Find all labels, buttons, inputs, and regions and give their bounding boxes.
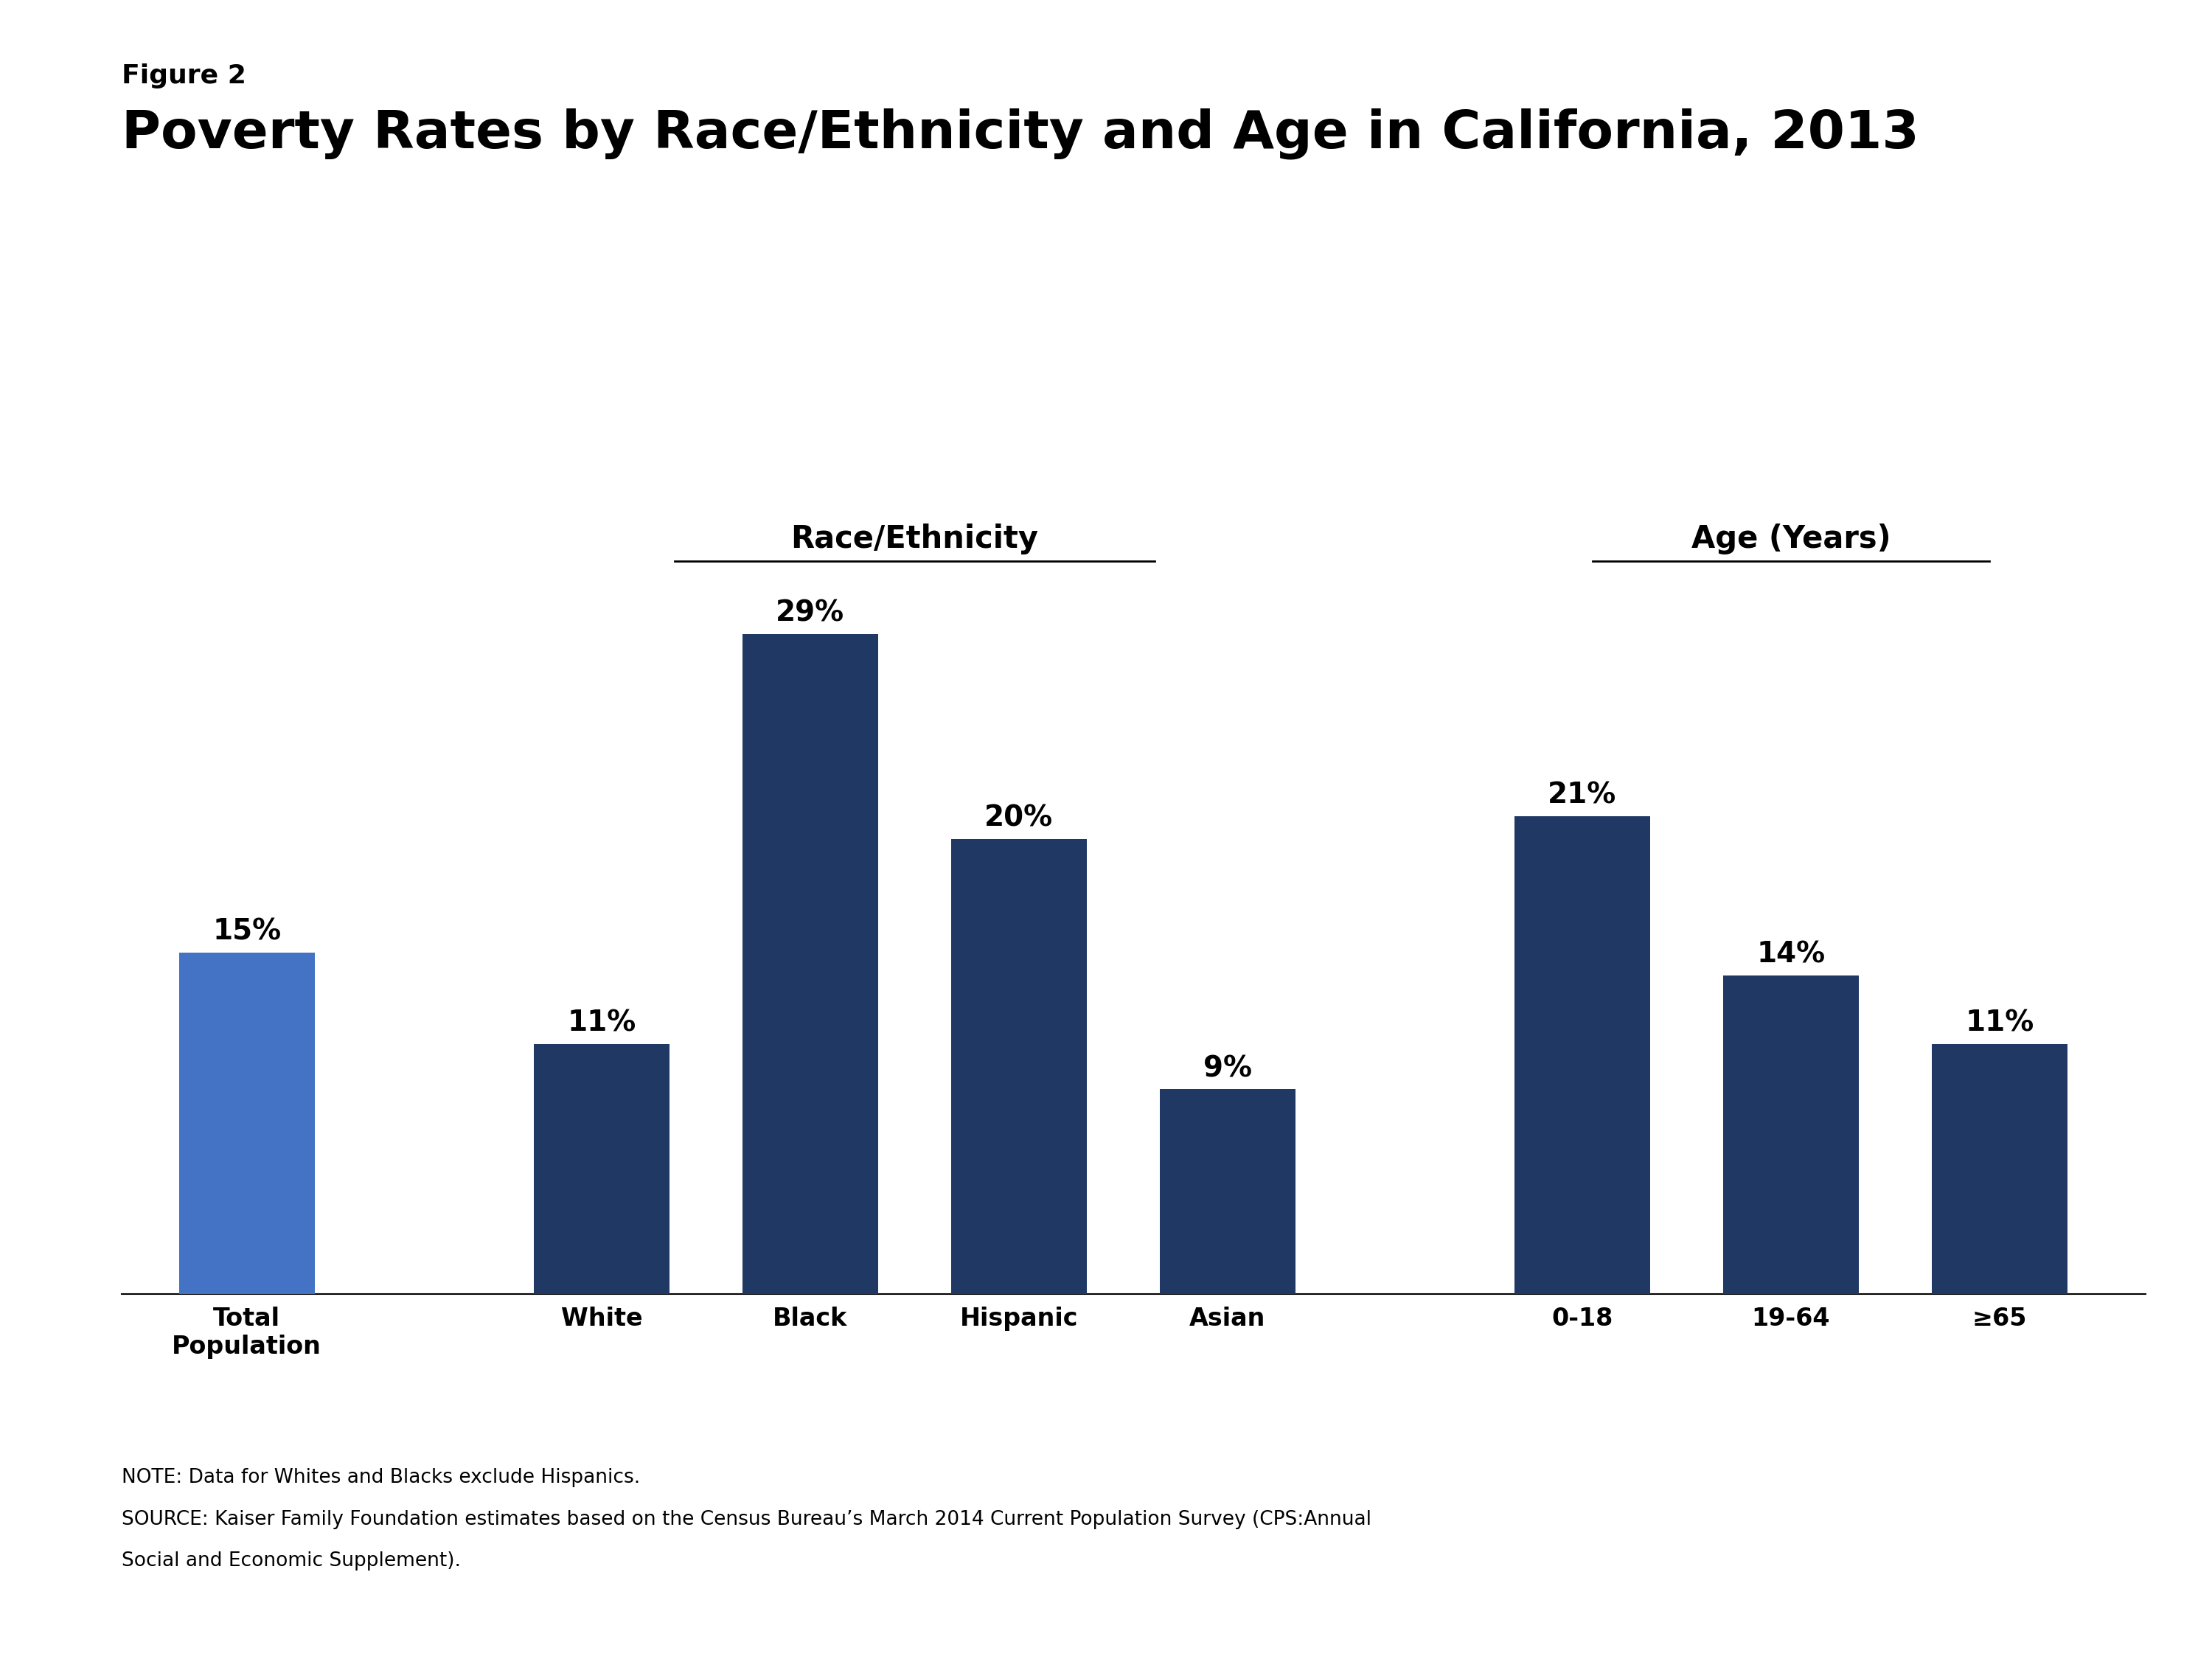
Text: SOURCE: Kaiser Family Foundation estimates based on the Census Bureau’s March 20: SOURCE: Kaiser Family Foundation estimat…	[122, 1510, 1371, 1530]
Text: Race/Ethnicity: Race/Ethnicity	[790, 524, 1037, 554]
Bar	[951, 839, 1086, 1294]
Text: THE HENRY J.: THE HENRY J.	[2008, 1452, 2075, 1462]
Text: Figure 2: Figure 2	[122, 63, 246, 88]
Text: FAMILY: FAMILY	[2011, 1536, 2073, 1551]
Text: Social and Economic Supplement).: Social and Economic Supplement).	[122, 1551, 460, 1571]
Text: Age (Years): Age (Years)	[1692, 524, 1891, 554]
Text: Poverty Rates by Race/Ethnicity and Age in California, 2013: Poverty Rates by Race/Ethnicity and Age …	[122, 108, 1920, 159]
Bar	[533, 1044, 670, 1294]
Text: 14%: 14%	[1756, 941, 1825, 969]
Bar	[179, 952, 314, 1294]
Text: NOTE: Data for Whites and Blacks exclude Hispanics.: NOTE: Data for Whites and Blacks exclude…	[122, 1468, 639, 1488]
Bar	[1159, 1090, 1296, 1294]
Text: 29%: 29%	[776, 599, 845, 627]
Text: KAISER: KAISER	[2011, 1501, 2073, 1516]
Bar	[1931, 1044, 2068, 1294]
Text: 11%: 11%	[566, 1009, 637, 1037]
Text: FOUNDATION: FOUNDATION	[2011, 1588, 2073, 1596]
Text: 21%: 21%	[1548, 781, 1617, 810]
Text: 15%: 15%	[212, 917, 281, 946]
Bar	[1515, 816, 1650, 1294]
Text: 9%: 9%	[1203, 1055, 1252, 1082]
Text: 11%: 11%	[1964, 1009, 2035, 1037]
Text: 20%: 20%	[984, 805, 1053, 833]
Bar	[743, 634, 878, 1294]
Bar	[1723, 975, 1858, 1294]
